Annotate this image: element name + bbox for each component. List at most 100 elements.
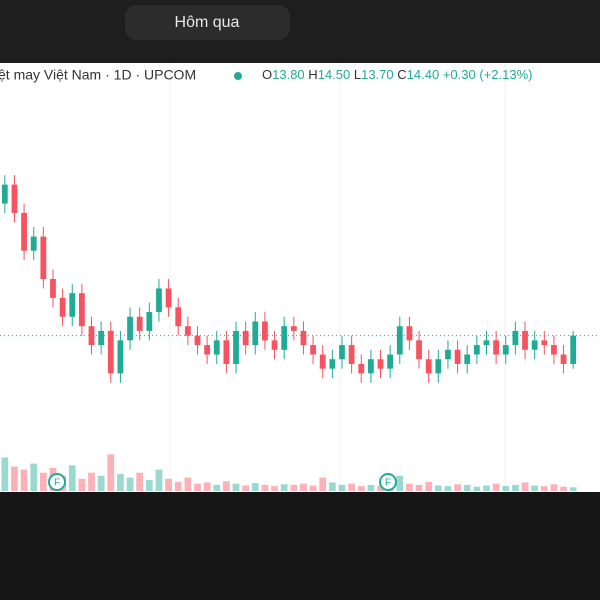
volume-bar [97,475,105,491]
volume-bar [88,472,95,491]
volume-bar [328,482,336,491]
volume-bar [117,473,124,491]
volume-bar [290,484,298,491]
volume-bar [319,477,327,491]
day-button-label[interactable]: Hôm qua [175,14,240,31]
volume-bar [348,483,355,491]
candle-body [290,326,297,331]
volume-bar [242,485,250,491]
candle-body [107,330,114,374]
volume-bar [184,477,192,491]
volume-bar [78,478,86,491]
candle-body [329,359,336,369]
volume-bar [251,483,259,491]
candle-body [88,326,95,346]
candle-body [319,354,326,369]
l-value: 13.70 [361,67,394,82]
candle-body [233,330,239,364]
candle-body [310,345,316,355]
volume-bar [165,478,172,491]
candle-body [50,279,56,298]
volume-bar [223,481,230,491]
candle-body [127,316,133,341]
volume-bar [107,454,115,491]
candle-body [339,345,345,360]
volume-bar [30,463,38,491]
candle-body [522,330,528,350]
candle-body [387,354,394,369]
volume-bar [203,482,211,491]
candle-body [252,321,259,346]
volume-bar [512,484,519,491]
volume-bar [261,484,269,491]
candle-body [194,335,201,346]
candle-body [271,340,278,350]
candle-body [348,345,355,364]
volume-bar [434,485,442,491]
candle-body [454,349,461,364]
candle-body [40,236,47,280]
volume-bar [473,486,481,491]
volume-bar [454,484,461,491]
volume-bar [145,480,153,491]
volume-bar [415,484,423,491]
candle-body [396,326,403,355]
legend: ệt may Việt Nam · 1D · UPCOM [0,67,242,83]
candle-body [512,330,519,346]
marker-label: F [54,478,60,489]
candle-body [98,330,105,346]
volume-bar [425,481,433,491]
volume-bar [213,484,221,491]
candle-body [531,340,538,350]
volume-bar [1,457,9,491]
top-bar [0,0,600,63]
candle-body [300,330,307,346]
candle-body [156,288,162,313]
candle-body [30,236,37,251]
marker[interactable] [379,473,397,491]
candle-body [204,345,211,355]
candle-body [425,359,432,374]
candle-body [445,349,451,360]
change-pct: (+2.13%) [479,67,532,82]
h-label: H [308,67,317,82]
volume-bar [126,477,134,491]
candle-body [175,307,182,327]
volume-bar [521,482,529,491]
candle-body [59,297,66,317]
volume-bar [463,484,471,491]
volume-bar [194,483,201,491]
volume-bar [68,465,76,491]
volume-bar [531,485,539,491]
candle-body [406,326,413,341]
candle-body [184,326,191,336]
c-value: 14.40 [407,67,440,82]
volume-bar [11,466,18,491]
volume-bar [540,486,548,491]
candle-body [223,340,230,364]
candle-body [416,340,422,360]
candle-body [242,330,249,346]
candle-body [464,354,471,364]
volume-bar [338,484,346,491]
volume-bar [280,484,288,491]
volume-bar [300,483,307,491]
c-label: C [397,67,406,82]
change: +0.30 [443,67,476,82]
marker-label: F [385,478,391,489]
o-label: O [262,67,272,82]
candle-body [493,340,500,355]
grid [169,63,506,492]
candle-body [281,326,288,350]
candle-body [1,184,8,204]
volume-bar [569,487,577,491]
day-button[interactable] [125,5,290,40]
l-label: L [354,67,361,82]
volume-bar [271,486,278,491]
volume-bar [20,469,28,491]
volume-bar [396,475,404,491]
candle-body [69,293,76,317]
candle-body [570,335,577,364]
marker[interactable] [48,473,66,491]
